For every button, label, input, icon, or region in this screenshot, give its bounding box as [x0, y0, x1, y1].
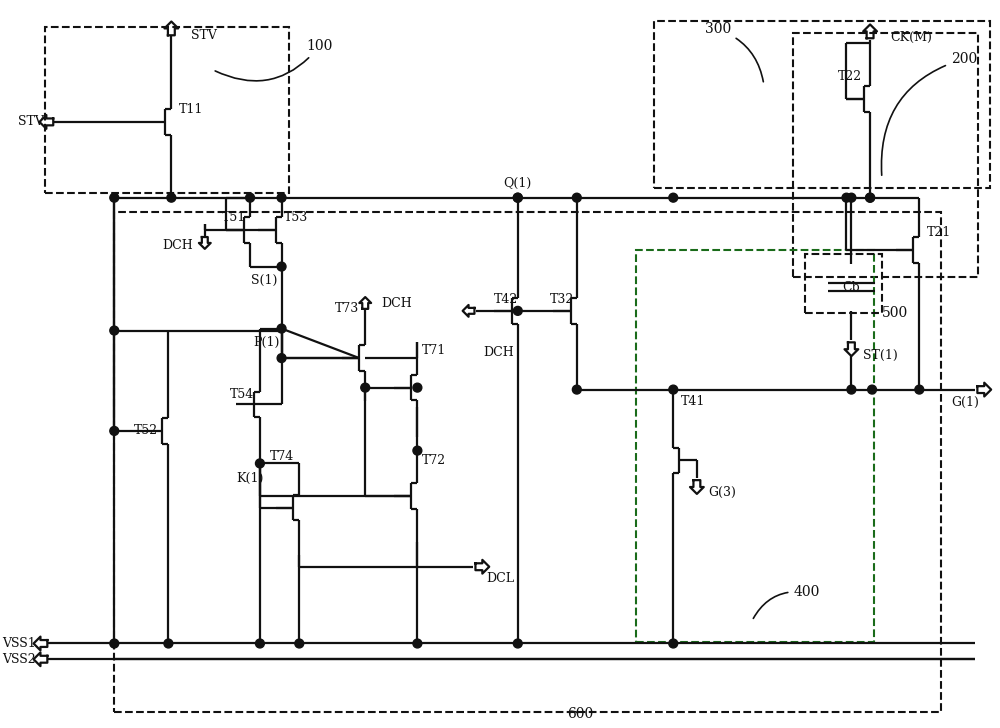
Text: 100: 100: [215, 39, 333, 81]
Text: T72: T72: [422, 454, 446, 467]
Text: T52: T52: [134, 424, 158, 438]
Text: DCL: DCL: [486, 572, 514, 585]
Circle shape: [513, 193, 522, 202]
Text: 400: 400: [753, 585, 820, 618]
Circle shape: [255, 639, 264, 648]
Text: T71: T71: [422, 344, 446, 357]
Circle shape: [361, 383, 370, 392]
Text: 600: 600: [567, 708, 593, 721]
Circle shape: [842, 193, 851, 202]
Text: G(1): G(1): [952, 396, 979, 409]
Circle shape: [246, 193, 255, 202]
Circle shape: [110, 193, 119, 202]
Circle shape: [295, 639, 304, 648]
Text: VSS1: VSS1: [2, 637, 36, 650]
Text: T11: T11: [179, 103, 203, 116]
Bar: [793, 33, 978, 277]
Circle shape: [572, 385, 581, 394]
Circle shape: [110, 427, 119, 435]
Text: DCH: DCH: [381, 298, 412, 310]
Circle shape: [164, 639, 173, 648]
Text: 300: 300: [705, 23, 763, 82]
Text: T22: T22: [838, 70, 862, 83]
Text: DCH: DCH: [483, 346, 514, 359]
Circle shape: [868, 385, 876, 394]
Bar: [654, 20, 990, 188]
Bar: [45, 28, 289, 193]
Circle shape: [413, 639, 422, 648]
Text: T73: T73: [334, 302, 359, 315]
Circle shape: [277, 262, 286, 271]
Circle shape: [669, 385, 678, 394]
Text: T42: T42: [494, 293, 518, 306]
Text: STV: STV: [18, 116, 43, 128]
Text: Q(1): Q(1): [504, 178, 532, 191]
Bar: [805, 254, 882, 313]
Text: STV: STV: [191, 29, 217, 41]
Text: T74: T74: [269, 450, 294, 463]
Text: T51: T51: [222, 211, 246, 224]
Text: T32: T32: [550, 293, 574, 306]
Circle shape: [915, 385, 924, 394]
Circle shape: [669, 193, 678, 202]
Circle shape: [110, 639, 119, 648]
Text: 200: 200: [881, 52, 977, 175]
Text: T41: T41: [681, 395, 705, 408]
Circle shape: [847, 385, 856, 394]
Bar: [114, 213, 941, 713]
Circle shape: [277, 193, 286, 202]
Text: VSS2: VSS2: [2, 653, 36, 665]
Circle shape: [513, 193, 522, 202]
Circle shape: [572, 193, 581, 202]
Text: K(1): K(1): [236, 472, 264, 485]
Text: Cb: Cb: [843, 281, 860, 293]
Circle shape: [513, 306, 522, 315]
Circle shape: [413, 446, 422, 455]
Circle shape: [413, 383, 422, 392]
Text: P(1): P(1): [254, 336, 280, 349]
Text: G(3): G(3): [709, 486, 737, 499]
Circle shape: [847, 193, 856, 202]
Circle shape: [513, 639, 522, 648]
Circle shape: [255, 459, 264, 468]
Text: T21: T21: [927, 226, 951, 239]
Text: T53: T53: [284, 211, 308, 224]
Text: ST(1): ST(1): [863, 349, 898, 362]
Circle shape: [167, 193, 176, 202]
Circle shape: [277, 354, 286, 363]
Text: T54: T54: [230, 388, 254, 401]
Circle shape: [866, 193, 875, 202]
Text: S(1): S(1): [251, 274, 277, 287]
Text: DCH: DCH: [162, 240, 193, 253]
Circle shape: [669, 639, 678, 648]
Text: 500: 500: [882, 306, 908, 320]
Bar: [636, 250, 874, 641]
Circle shape: [277, 324, 286, 333]
Circle shape: [110, 326, 119, 335]
Text: CK(M): CK(M): [890, 31, 932, 44]
Circle shape: [866, 193, 875, 202]
